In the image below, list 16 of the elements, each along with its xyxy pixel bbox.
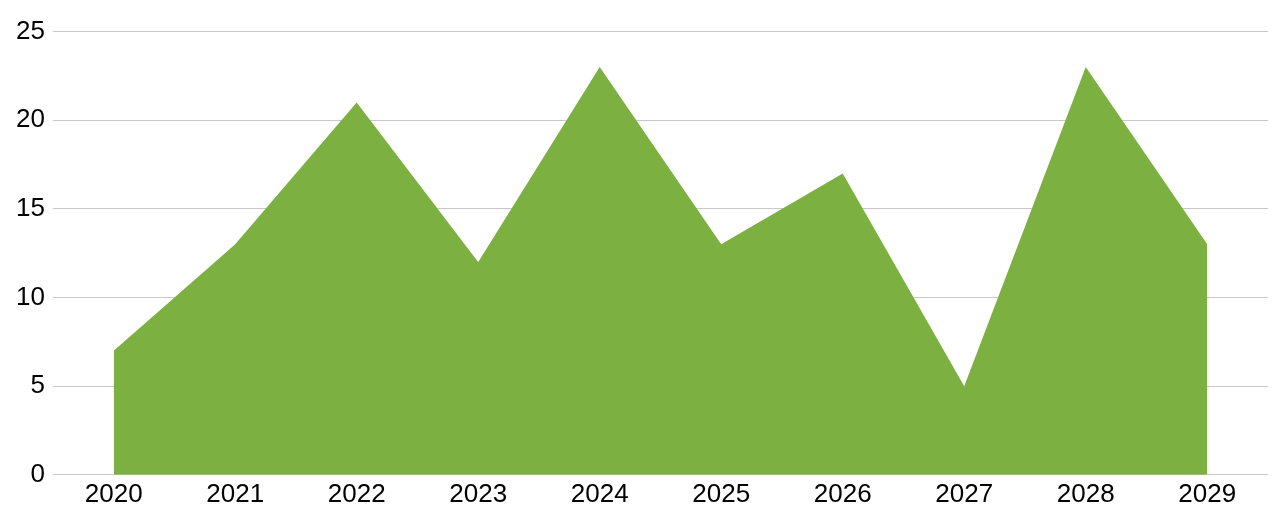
x-tick-label: 2022 (327, 477, 386, 508)
y-tick-label: 20 (16, 103, 45, 134)
y-tick-label: 5 (30, 369, 45, 400)
y-tick-label: 15 (16, 192, 45, 223)
y-tick-label: 10 (16, 280, 45, 311)
x-tick-label: 2027 (935, 477, 994, 508)
x-tick-label: 2029 (1178, 477, 1237, 508)
x-tick-label: 2021 (206, 477, 265, 508)
x-tick-label: 2025 (692, 477, 751, 508)
y-tick-label: 25 (16, 14, 45, 45)
x-tick-label: 2023 (449, 477, 508, 508)
x-tick-label: 2028 (1056, 477, 1115, 508)
x-tick-label: 2026 (813, 477, 872, 508)
x-tick-label: 2020 (84, 477, 143, 508)
x-tick-label: 2024 (570, 477, 629, 508)
y-tick-label: 0 (30, 457, 45, 488)
